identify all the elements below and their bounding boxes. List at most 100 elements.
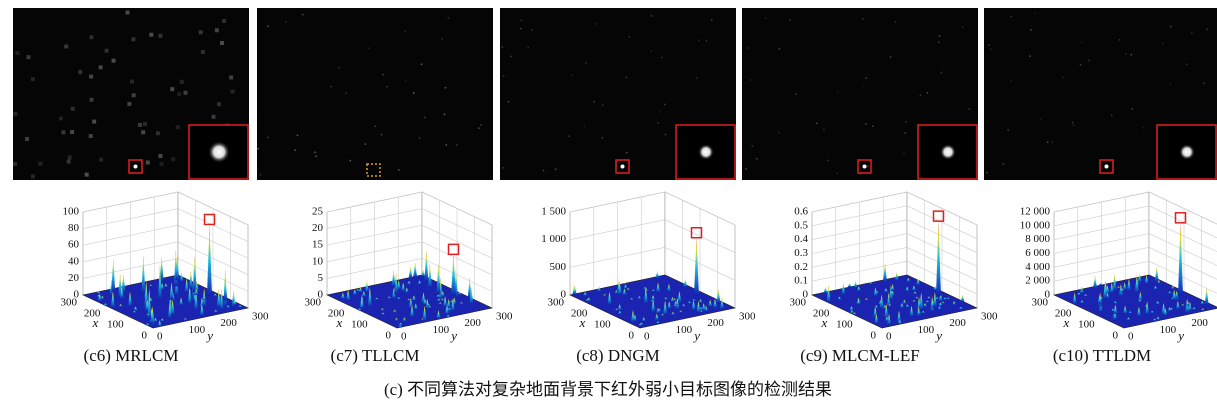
- x-tick-label: 200: [328, 308, 345, 320]
- y-tick-label: 0: [1128, 331, 1134, 343]
- spike: [849, 306, 854, 311]
- z-tick-label: 0: [803, 289, 809, 301]
- clutter: [1186, 63, 1188, 66]
- y-tick-label: 300: [496, 311, 513, 323]
- spike: [1200, 308, 1205, 311]
- spike: [1113, 304, 1118, 315]
- clutter: [1161, 42, 1164, 45]
- z-tick-label: 2 000: [1025, 275, 1050, 287]
- clutter: [986, 171, 988, 174]
- z-tick-label: 40: [68, 255, 80, 267]
- clutter: [158, 33, 163, 38]
- spike: [446, 314, 451, 318]
- spike: [447, 306, 452, 311]
- clutter: [30, 77, 35, 82]
- zoom-target: [698, 144, 714, 160]
- spike: [701, 302, 706, 311]
- spike: [413, 303, 418, 310]
- spike: [194, 281, 199, 293]
- clutter: [229, 75, 234, 80]
- clutter: [1034, 12, 1036, 15]
- clutter: [501, 46, 504, 48]
- clutter: [480, 124, 482, 126]
- spike: [436, 263, 441, 294]
- grid-line: [1053, 247, 1217, 280]
- clutter: [872, 125, 874, 127]
- clutter: [420, 63, 423, 66]
- spike: [179, 297, 184, 306]
- spike: [216, 288, 221, 308]
- clutter: [568, 135, 570, 137]
- zoom-inset: [188, 124, 249, 180]
- spike: [629, 297, 634, 300]
- spike: [691, 298, 696, 301]
- spike: [651, 298, 656, 313]
- clutter: [601, 104, 604, 106]
- spike: [666, 283, 671, 292]
- clutter: [1088, 59, 1090, 62]
- clutter: [89, 35, 94, 40]
- clutter: [836, 91, 839, 94]
- spike: [623, 284, 628, 289]
- panel-caption: (c8) DNGM: [576, 346, 660, 365]
- grid-line: [326, 208, 493, 242]
- z-tick-label: 1 500: [541, 206, 566, 218]
- clutter: [99, 157, 104, 162]
- spike: [847, 283, 852, 288]
- spike: [1163, 308, 1168, 316]
- spike: [937, 306, 942, 310]
- y-axis-label: y: [449, 328, 457, 343]
- spike: [1154, 266, 1159, 282]
- spike: [119, 285, 124, 299]
- spike: [856, 300, 861, 305]
- spike: [169, 281, 174, 300]
- surface-floor: [1053, 274, 1217, 329]
- x-axis-label: x: [821, 315, 828, 330]
- y-axis-label: y: [1176, 328, 1184, 343]
- spike: [853, 281, 858, 288]
- spike: [902, 299, 907, 304]
- y-tick-label: 100: [189, 324, 206, 336]
- spike: [698, 298, 703, 303]
- spike: [1126, 278, 1131, 291]
- spike: [1105, 284, 1110, 294]
- spike: [932, 291, 937, 308]
- z-tick-label: 20: [312, 222, 324, 234]
- spike: [884, 303, 889, 319]
- spike: [238, 305, 243, 308]
- spike: [916, 306, 921, 316]
- target-box: [366, 163, 381, 177]
- clutter: [66, 159, 71, 164]
- x-tick-label: 100: [107, 319, 124, 331]
- spike: [899, 302, 904, 308]
- spike: [426, 303, 431, 307]
- peak-box: [1174, 212, 1187, 224]
- clutter: [301, 13, 304, 16]
- spike: [667, 301, 672, 309]
- spike: [392, 309, 397, 313]
- spike: [364, 280, 369, 293]
- z-tick-label: 0: [561, 289, 567, 301]
- grid-line: [811, 219, 978, 253]
- clutter: [149, 32, 154, 37]
- clutter: [1062, 76, 1064, 79]
- z-tick-label: 0: [318, 289, 324, 301]
- clutter: [1039, 118, 1042, 120]
- clutter: [659, 110, 661, 113]
- x-tick-label: 100: [351, 319, 368, 331]
- spike: [905, 304, 910, 308]
- z-tick-label: 1 000: [541, 233, 566, 245]
- clutter: [520, 19, 523, 22]
- spike: [614, 290, 619, 294]
- spike: [153, 317, 158, 322]
- clutter: [778, 48, 781, 50]
- peak: [694, 237, 699, 296]
- grid-line: [1053, 191, 1217, 225]
- y-tick-label: 200: [707, 317, 724, 329]
- clutter: [92, 119, 97, 124]
- spike: [1155, 301, 1160, 305]
- spike: [1122, 282, 1127, 291]
- clutter: [795, 93, 797, 95]
- spike: [226, 305, 231, 308]
